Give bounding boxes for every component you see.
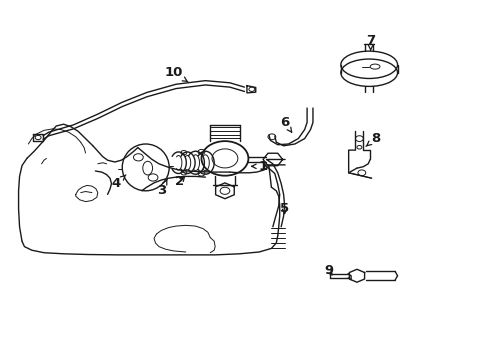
Text: 4: 4: [112, 175, 125, 190]
Text: 6: 6: [280, 116, 291, 132]
Text: 5: 5: [280, 202, 288, 215]
Text: 2: 2: [175, 175, 184, 188]
Text: 8: 8: [365, 132, 379, 147]
Text: 1: 1: [251, 160, 267, 173]
Text: 3: 3: [157, 179, 167, 197]
Text: 10: 10: [164, 66, 187, 82]
Text: 7: 7: [366, 34, 374, 50]
Text: 9: 9: [324, 264, 332, 277]
